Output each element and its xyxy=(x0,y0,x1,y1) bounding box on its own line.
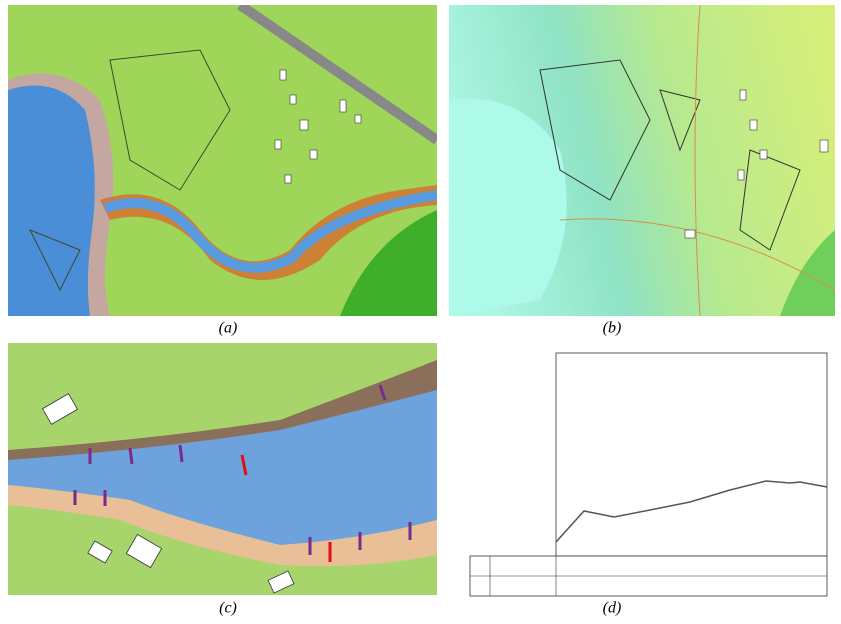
panel-d-profile xyxy=(470,353,827,596)
figure-canvas: (a) (b) (c) (d) xyxy=(0,0,841,624)
panel-a-map xyxy=(8,5,437,316)
panel-c-map xyxy=(8,343,437,595)
caption: (d) xyxy=(603,600,622,617)
caption: (a) xyxy=(219,320,238,337)
caption: (b) xyxy=(603,320,622,337)
panel-b-map xyxy=(449,5,835,316)
caption: (c) xyxy=(219,600,237,617)
figure: (a) (b) (c) (d) xyxy=(0,0,841,624)
